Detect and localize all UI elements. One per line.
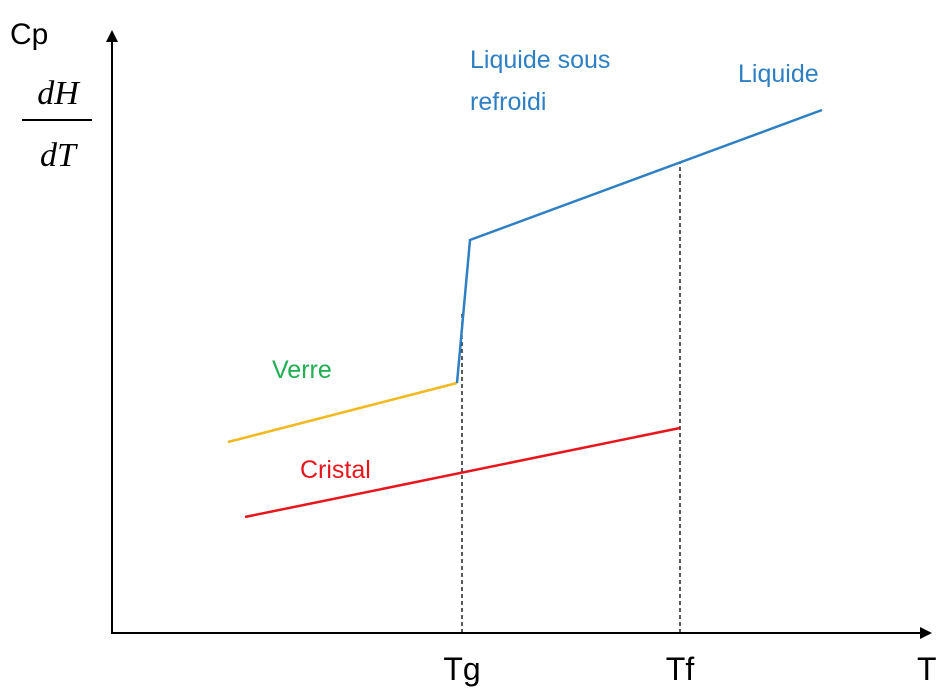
fraction-denominator: dT <box>40 137 78 174</box>
fraction-numerator: dH <box>37 75 81 112</box>
crystal-curve <box>244 426 681 519</box>
curve-label: Cristal <box>300 456 371 484</box>
curve-label: Verre <box>272 356 332 384</box>
glass-curve <box>227 381 458 444</box>
x-label: T <box>917 651 936 687</box>
curve-label: refroidi <box>470 88 546 116</box>
curve-label: Liquide sous <box>470 46 610 74</box>
tick-label: Tg <box>443 651 480 687</box>
liquid-curve <box>455 108 823 384</box>
tick-label: Tf <box>666 651 695 687</box>
y-label: Cp <box>10 18 48 51</box>
curve-label: Liquide <box>738 60 819 88</box>
